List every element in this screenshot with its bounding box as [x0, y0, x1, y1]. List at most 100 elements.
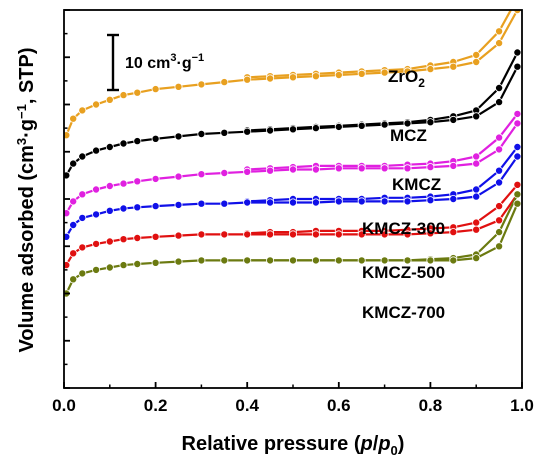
data-point-adsorption: [288, 198, 297, 207]
series-label-kmcz-300: KMCZ-300: [362, 219, 445, 238]
data-point-adsorption: [266, 74, 275, 83]
data-point-adsorption: [119, 235, 128, 244]
data-point-adsorption: [105, 181, 114, 190]
data-point-adsorption: [334, 197, 343, 206]
data-point-adsorption: [78, 213, 87, 222]
x-tick-label: 0.0: [52, 396, 76, 415]
data-point-adsorption: [288, 73, 297, 82]
data-point-adsorption: [311, 124, 320, 133]
data-point-adsorption: [334, 230, 343, 239]
data-point-adsorption: [220, 256, 229, 265]
data-point-adsorption: [380, 120, 389, 129]
data-point-adsorption: [69, 159, 78, 168]
data-point-desorption: [472, 218, 481, 227]
x-tick-label: 0.8: [419, 396, 443, 415]
data-point-adsorption: [403, 119, 412, 128]
data-point-adsorption: [495, 98, 504, 107]
data-point-adsorption: [174, 82, 183, 91]
data-point-adsorption: [403, 197, 412, 206]
data-point-adsorption: [78, 269, 87, 278]
data-point-adsorption: [78, 243, 87, 252]
data-point-adsorption: [311, 198, 320, 207]
data-point-adsorption: [266, 198, 275, 207]
x-tick-label: 0.2: [144, 396, 168, 415]
data-point-adsorption: [243, 167, 252, 176]
data-point-adsorption: [133, 233, 142, 242]
data-point-adsorption: [64, 131, 71, 140]
series-label-zro2: ZrO2: [388, 67, 425, 90]
data-point-adsorption: [311, 230, 320, 239]
series-labels: ZrO2 MCZ KMCZ KMCZ-300 KMCZ-500 KMCZ-700: [362, 67, 445, 322]
data-point-adsorption: [334, 256, 343, 265]
data-point-adsorption: [380, 164, 389, 173]
scale-bar-label: 10 cm3·g−1: [125, 52, 204, 72]
data-point-adsorption: [357, 69, 366, 78]
series-kmcz-700: [64, 190, 522, 298]
data-point-adsorption: [311, 72, 320, 81]
data-point-adsorption: [92, 265, 101, 274]
data-point-adsorption: [92, 239, 101, 248]
data-point-adsorption: [472, 58, 481, 67]
data-point-adsorption: [288, 230, 297, 239]
data-point-adsorption: [495, 145, 504, 154]
data-point-adsorption: [266, 166, 275, 175]
data-point-adsorption: [449, 194, 458, 203]
data-point-adsorption: [133, 137, 142, 146]
data-point-adsorption: [334, 164, 343, 173]
data-point-adsorption: [220, 78, 229, 87]
data-point-adsorption: [174, 132, 183, 141]
data-point-adsorption: [266, 126, 275, 135]
data-point-adsorption: [105, 237, 114, 246]
data-point-adsorption: [197, 256, 206, 265]
series-label-kmcz-500: KMCZ-500: [362, 263, 445, 282]
data-point-adsorption: [449, 228, 458, 237]
data-point-adsorption: [220, 168, 229, 177]
x-tick-label: 0.4: [235, 396, 259, 415]
series-label-kmcz-700: KMCZ-700: [362, 303, 445, 322]
y-axis-title: Volume adsorbed (cm3·g−1, STP): [14, 47, 38, 352]
data-point-adsorption: [133, 259, 142, 268]
series-label-mcz: MCZ: [390, 126, 427, 145]
data-point-adsorption: [119, 179, 128, 188]
data-point-adsorption: [495, 39, 504, 48]
data-point-adsorption: [426, 256, 435, 265]
data-point-desorption: [513, 190, 522, 199]
data-point-adsorption: [495, 178, 504, 187]
data-point-adsorption: [174, 200, 183, 209]
data-point-adsorption: [426, 65, 435, 74]
data-point-adsorption: [380, 197, 389, 206]
data-point-adsorption: [403, 256, 412, 265]
series-kmcz: [64, 109, 522, 218]
data-point-desorption: [495, 228, 504, 237]
data-point-adsorption: [92, 146, 101, 155]
data-point-adsorption: [119, 91, 128, 100]
data-point-desorption: [472, 50, 481, 59]
data-point-adsorption: [472, 192, 481, 201]
data-point-adsorption: [495, 216, 504, 225]
data-point-adsorption: [69, 249, 78, 258]
data-point-adsorption: [174, 257, 183, 266]
data-point-adsorption: [197, 80, 206, 89]
data-point-adsorption: [220, 199, 229, 208]
data-point-adsorption: [105, 206, 114, 215]
data-point-adsorption: [69, 197, 78, 206]
data-point-adsorption: [311, 256, 320, 265]
data-point-desorption: [472, 185, 481, 194]
data-point-adsorption: [69, 114, 78, 123]
data-point-adsorption: [472, 225, 481, 234]
data-point-adsorption: [243, 230, 252, 239]
data-point-adsorption: [92, 185, 101, 194]
data-point-adsorption: [403, 230, 412, 239]
data-point-adsorption: [495, 242, 504, 251]
data-point-adsorption: [151, 202, 160, 211]
data-point-adsorption: [449, 161, 458, 170]
data-point-adsorption: [151, 174, 160, 183]
data-point-adsorption: [357, 121, 366, 130]
axis-ticks: 0.0 0.2 0.4 0.6 0.8 1.0: [52, 9, 534, 415]
data-point-adsorption: [513, 152, 522, 161]
data-point-adsorption: [380, 256, 389, 265]
data-point-adsorption: [64, 209, 71, 218]
data-point-adsorption: [105, 95, 114, 104]
data-point-adsorption: [426, 196, 435, 205]
data-point-desorption: [513, 142, 522, 151]
